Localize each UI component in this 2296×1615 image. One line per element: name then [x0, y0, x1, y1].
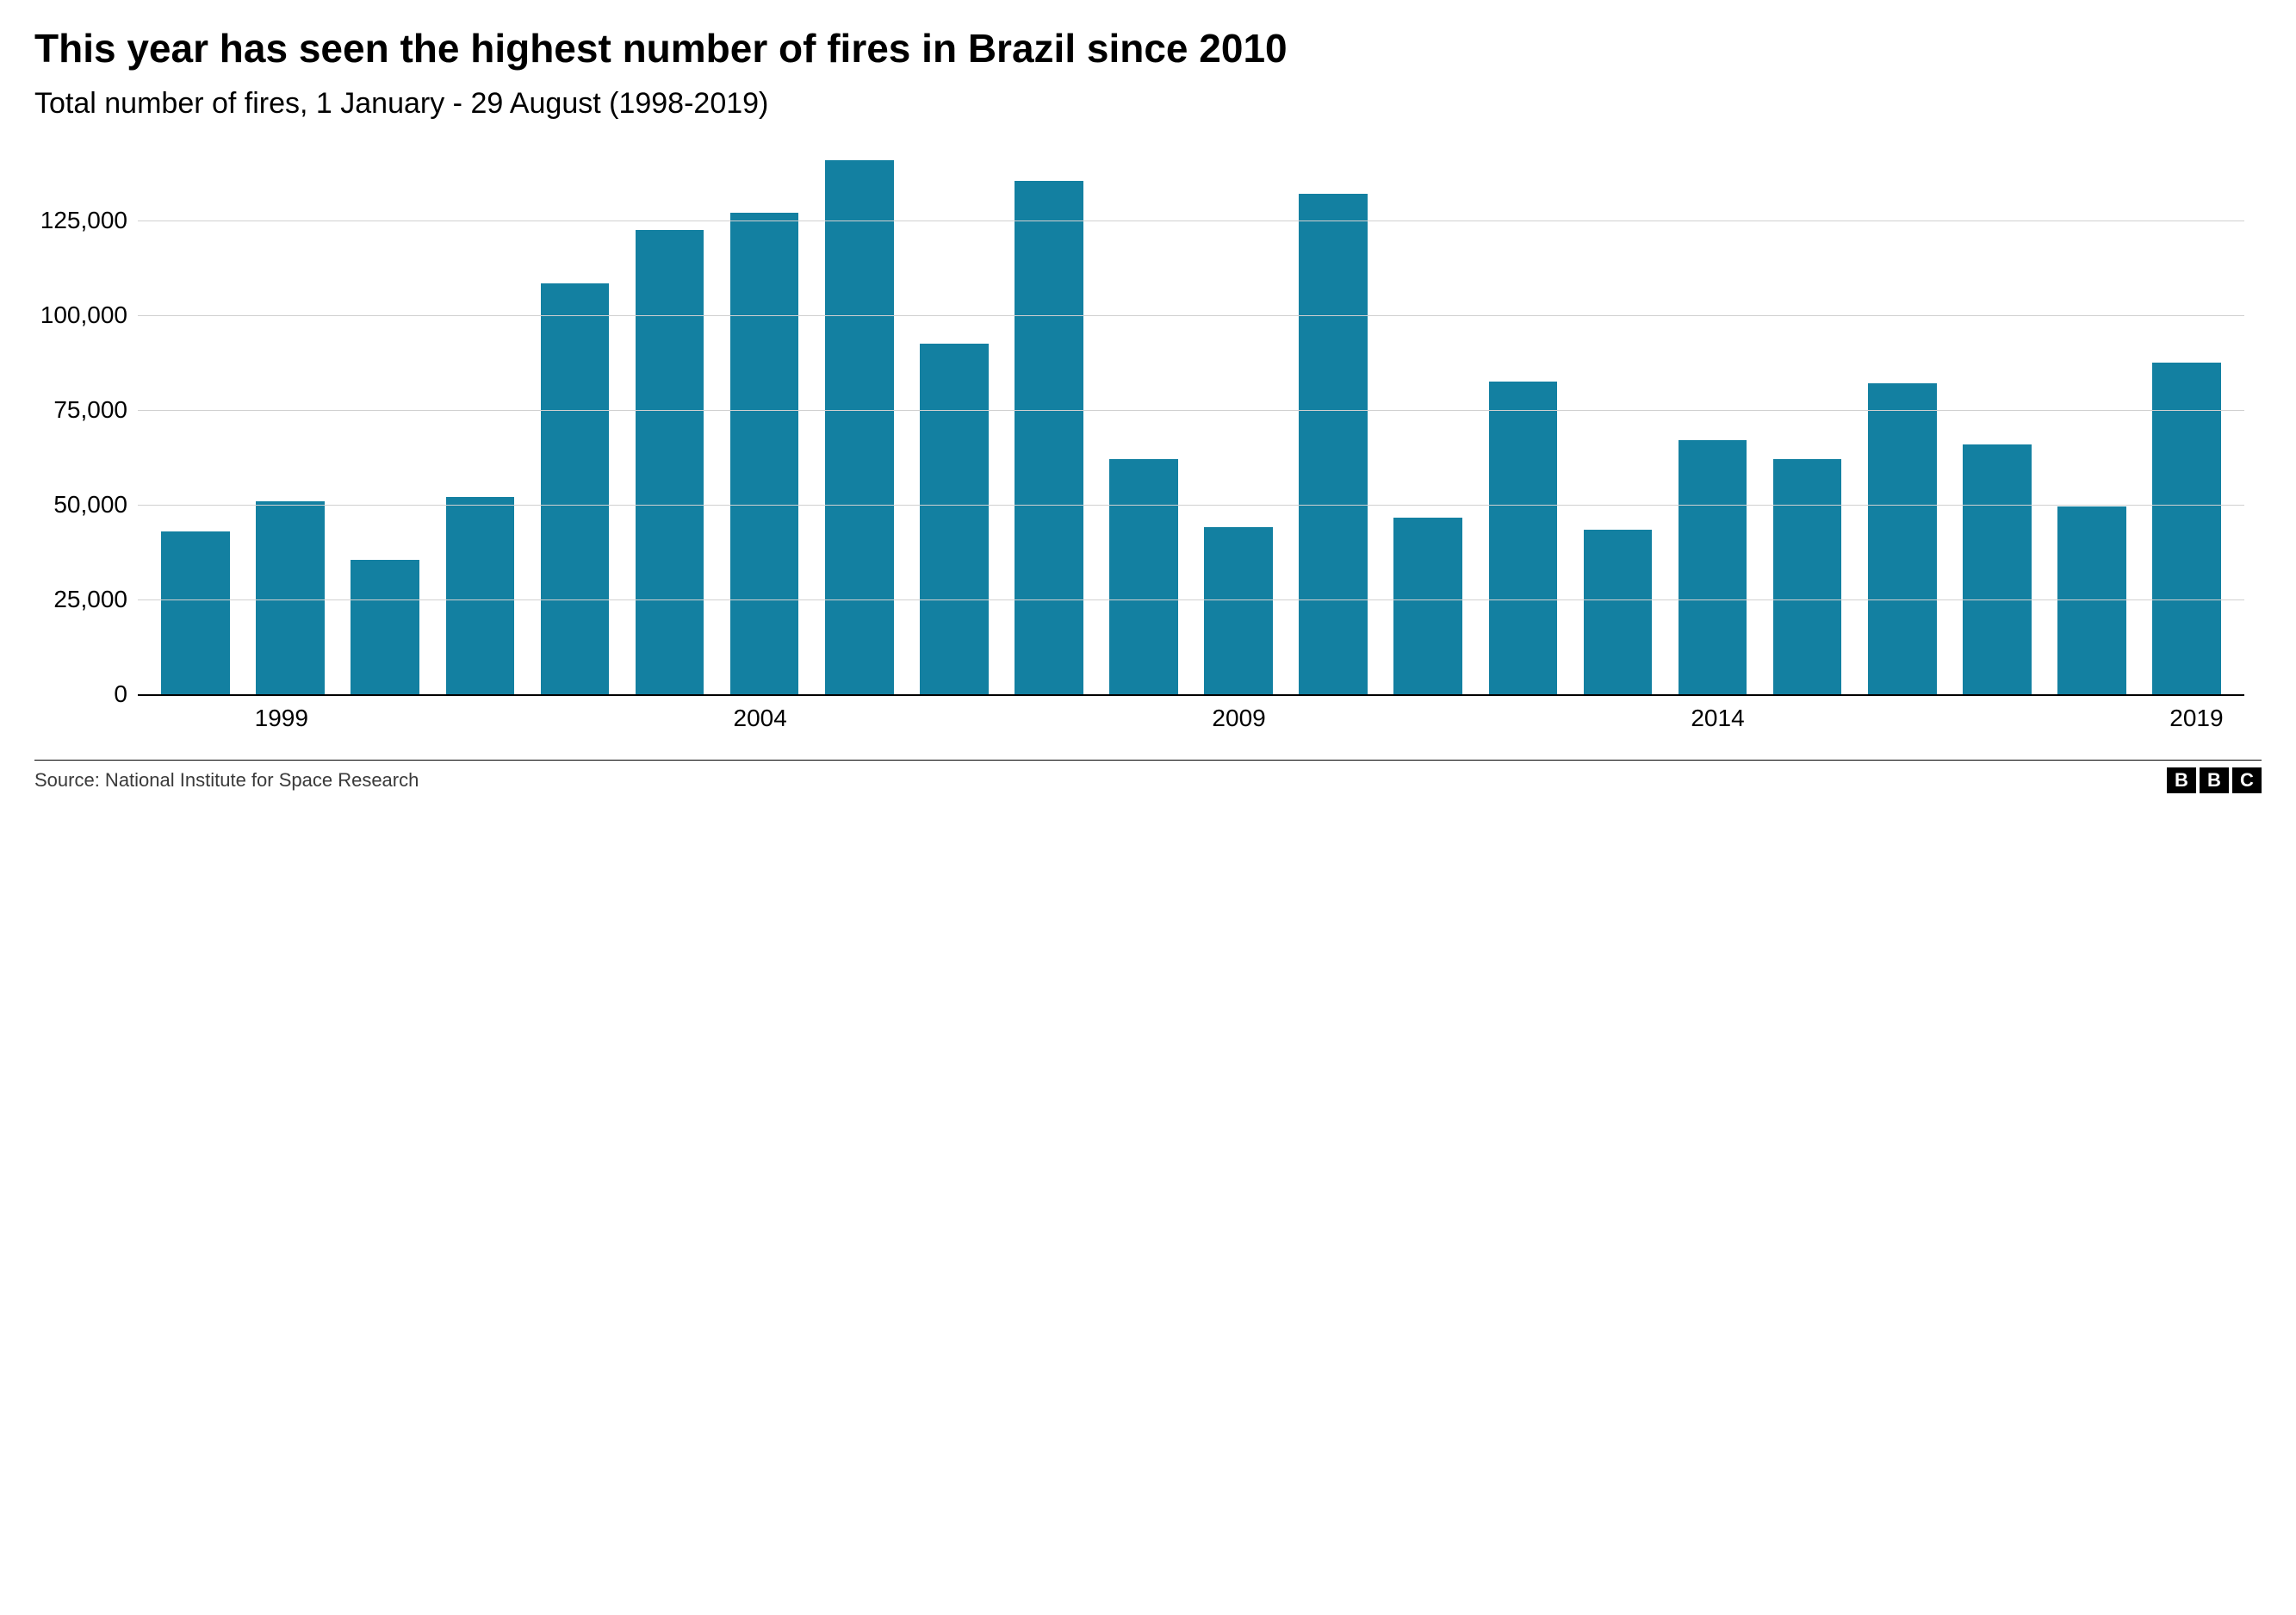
bar	[1299, 194, 1368, 694]
y-tick-label: 100,000	[40, 301, 138, 329]
bar	[446, 497, 515, 694]
bar-slot	[1191, 145, 1286, 694]
y-tick-label: 25,000	[53, 586, 138, 613]
bar-slot	[812, 145, 907, 694]
bar-slot	[1286, 145, 1381, 694]
bar-slot	[622, 145, 717, 694]
bar	[920, 344, 989, 694]
bar	[730, 213, 799, 694]
plot-area: 025,00050,00075,000100,000125,000	[138, 145, 2244, 696]
chart-title: This year has seen the highest number of…	[34, 26, 2262, 71]
x-tick-label: 2004	[734, 705, 787, 732]
bar	[1868, 383, 1937, 694]
y-tick-label: 125,000	[40, 207, 138, 234]
chart-container: 025,00050,00075,000100,000125,000 199920…	[34, 145, 2262, 739]
bar-slot	[1570, 145, 1665, 694]
bar	[2057, 506, 2126, 694]
bar	[1963, 444, 2032, 694]
bar-slot	[432, 145, 527, 694]
bar-slot	[148, 145, 243, 694]
bar-slot	[2139, 145, 2234, 694]
bar-slot	[1381, 145, 1475, 694]
bar	[1015, 181, 1083, 694]
bar	[825, 160, 894, 694]
grid-line	[138, 315, 2244, 316]
bar	[256, 501, 325, 694]
bar-slot	[1666, 145, 1760, 694]
bar-slot	[1950, 145, 2045, 694]
source-text: Source: National Institute for Space Res…	[34, 769, 419, 792]
grid-line	[138, 505, 2244, 506]
bbc-logo: BBC	[2167, 767, 2262, 793]
x-tick-label: 2009	[1212, 705, 1265, 732]
bar	[636, 230, 704, 694]
x-axis: 1999 2004 2009 2014 2019	[138, 696, 2244, 739]
y-tick-label: 0	[114, 680, 138, 708]
bar	[1584, 530, 1653, 694]
grid-line	[138, 599, 2244, 600]
bar-slot	[243, 145, 338, 694]
chart-footer: Source: National Institute for Space Res…	[34, 761, 2262, 793]
bar-slot	[1760, 145, 1855, 694]
bar	[1773, 459, 1842, 694]
x-tick-label: 2014	[1691, 705, 1744, 732]
bar	[1204, 527, 1273, 694]
bar	[2152, 363, 2221, 694]
bar-slot	[338, 145, 432, 694]
bar	[1393, 518, 1462, 694]
x-tick-label: 1999	[255, 705, 308, 732]
grid-line	[138, 410, 2244, 411]
chart-subtitle: Total number of fires, 1 January - 29 Au…	[34, 87, 2262, 121]
bar	[351, 560, 419, 694]
bar	[161, 531, 230, 694]
bar-slot	[2045, 145, 2139, 694]
bar	[1679, 440, 1747, 694]
bars-group	[138, 145, 2244, 694]
bar-slot	[1096, 145, 1191, 694]
bbc-logo-block: B	[2200, 767, 2229, 793]
x-tick-label: 2019	[2169, 705, 2223, 732]
y-tick-label: 75,000	[53, 396, 138, 424]
bar	[541, 283, 610, 694]
bar-slot	[717, 145, 812, 694]
bar-slot	[1002, 145, 1096, 694]
bbc-logo-block: C	[2232, 767, 2262, 793]
bbc-logo-block: B	[2167, 767, 2196, 793]
bar	[1489, 382, 1558, 694]
bar-slot	[1475, 145, 1570, 694]
bar	[1109, 459, 1178, 694]
y-tick-label: 50,000	[53, 491, 138, 519]
bar-slot	[907, 145, 1002, 694]
bar-slot	[1855, 145, 1950, 694]
bar-slot	[527, 145, 622, 694]
